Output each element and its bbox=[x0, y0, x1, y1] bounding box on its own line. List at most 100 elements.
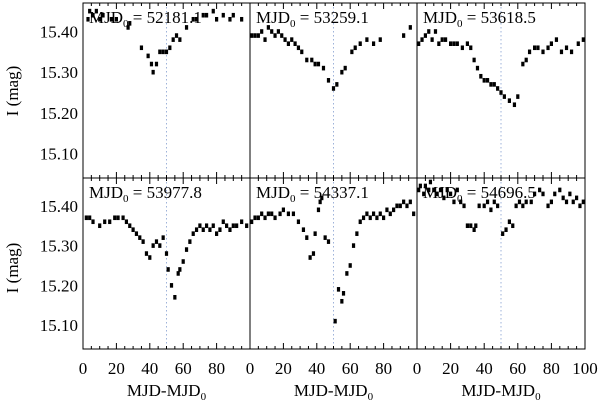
data-point bbox=[465, 223, 469, 229]
data-point bbox=[215, 231, 219, 236]
data-point bbox=[465, 41, 469, 46]
data-point bbox=[240, 219, 244, 225]
data-point bbox=[270, 29, 274, 34]
data-point bbox=[435, 191, 439, 197]
data-point bbox=[88, 215, 92, 221]
data-point bbox=[423, 33, 427, 38]
data-point bbox=[281, 207, 285, 213]
data-point bbox=[485, 78, 490, 83]
data-point bbox=[460, 45, 464, 51]
data-point bbox=[408, 199, 412, 205]
data-point bbox=[445, 187, 449, 193]
x-tick-label: 20 bbox=[442, 359, 459, 378]
data-point bbox=[559, 49, 564, 55]
data-point bbox=[402, 199, 406, 205]
data-point bbox=[449, 191, 453, 197]
data-point bbox=[482, 203, 486, 209]
data-point bbox=[139, 45, 144, 51]
data-point bbox=[141, 239, 145, 244]
data-point bbox=[398, 203, 402, 209]
data-point bbox=[320, 195, 324, 201]
data-point bbox=[469, 223, 473, 229]
data-point bbox=[496, 203, 500, 209]
data-point bbox=[191, 231, 195, 236]
data-point bbox=[240, 16, 244, 22]
panel-title: MJD0 = 54337.1 bbox=[256, 183, 369, 205]
data-point bbox=[250, 219, 254, 225]
data-point bbox=[428, 179, 433, 185]
data-point bbox=[316, 207, 321, 213]
data-point bbox=[184, 247, 189, 252]
data-point bbox=[171, 37, 175, 42]
data-point bbox=[126, 25, 130, 30]
data-point bbox=[581, 37, 585, 42]
data-point bbox=[507, 219, 511, 225]
data-point bbox=[98, 223, 102, 229]
data-point bbox=[204, 12, 209, 18]
data-point bbox=[536, 45, 540, 51]
y-axis-label-bottom: I (mag) bbox=[3, 243, 22, 294]
data-point bbox=[462, 203, 466, 209]
y-tick-label: 15.40 bbox=[40, 22, 78, 41]
data-point bbox=[245, 223, 249, 229]
data-point bbox=[336, 287, 341, 292]
x-tick-label: 0 bbox=[246, 359, 255, 378]
data-point bbox=[103, 219, 107, 225]
panel-5: MJD0 = 54337.1 bbox=[249, 177, 418, 350]
data-point bbox=[417, 41, 421, 46]
data-point bbox=[489, 82, 493, 87]
data-point bbox=[290, 37, 294, 42]
data-point bbox=[260, 29, 264, 34]
data-point bbox=[178, 267, 182, 272]
data-point bbox=[485, 199, 490, 205]
data-point bbox=[489, 207, 493, 213]
panel-2: MJD0 = 53259.1 bbox=[249, 2, 418, 179]
data-point bbox=[305, 57, 309, 63]
data-point bbox=[151, 243, 155, 248]
data-point bbox=[549, 199, 553, 205]
data-point bbox=[449, 41, 453, 46]
data-point bbox=[437, 41, 441, 46]
data-point bbox=[146, 53, 150, 59]
y-tick-label: 15.30 bbox=[40, 237, 78, 256]
data-point bbox=[341, 291, 346, 296]
data-point bbox=[166, 267, 170, 272]
x-tick-label: 80 bbox=[375, 359, 392, 378]
data-point bbox=[365, 37, 369, 42]
x-tick-label: 20 bbox=[275, 359, 292, 378]
panel-1: MJD0 = 52181.1 bbox=[82, 2, 251, 179]
x-tick-label: 0 bbox=[413, 359, 422, 378]
data-point bbox=[378, 211, 382, 217]
data-point bbox=[116, 215, 120, 221]
data-point bbox=[378, 37, 382, 42]
data-point bbox=[382, 215, 386, 221]
data-point bbox=[361, 215, 366, 221]
data-point bbox=[151, 69, 155, 75]
data-point bbox=[266, 211, 270, 217]
data-point bbox=[418, 183, 422, 189]
data-point bbox=[266, 25, 270, 30]
data-point bbox=[191, 16, 195, 22]
x-axis-label: MJD-MJD0 bbox=[127, 381, 207, 403]
data-point bbox=[188, 239, 192, 244]
x-tick-label: 40 bbox=[141, 359, 158, 378]
x-tick-label: 60 bbox=[342, 359, 359, 378]
panel-3: MJD0 = 53618.5 bbox=[416, 2, 586, 179]
data-point bbox=[215, 16, 219, 22]
data-point bbox=[353, 45, 357, 51]
data-point bbox=[527, 49, 532, 55]
data-point bbox=[371, 41, 376, 46]
data-point bbox=[86, 16, 90, 22]
data-point bbox=[313, 61, 317, 67]
data-point bbox=[438, 187, 443, 193]
data-point bbox=[316, 61, 321, 67]
data-point bbox=[524, 57, 528, 63]
data-point bbox=[469, 45, 473, 51]
data-point bbox=[296, 45, 301, 51]
data-point bbox=[442, 195, 446, 201]
data-point bbox=[173, 295, 177, 300]
data-point bbox=[98, 16, 102, 22]
data-point bbox=[131, 227, 135, 232]
data-point bbox=[114, 16, 118, 22]
data-point bbox=[345, 271, 349, 276]
